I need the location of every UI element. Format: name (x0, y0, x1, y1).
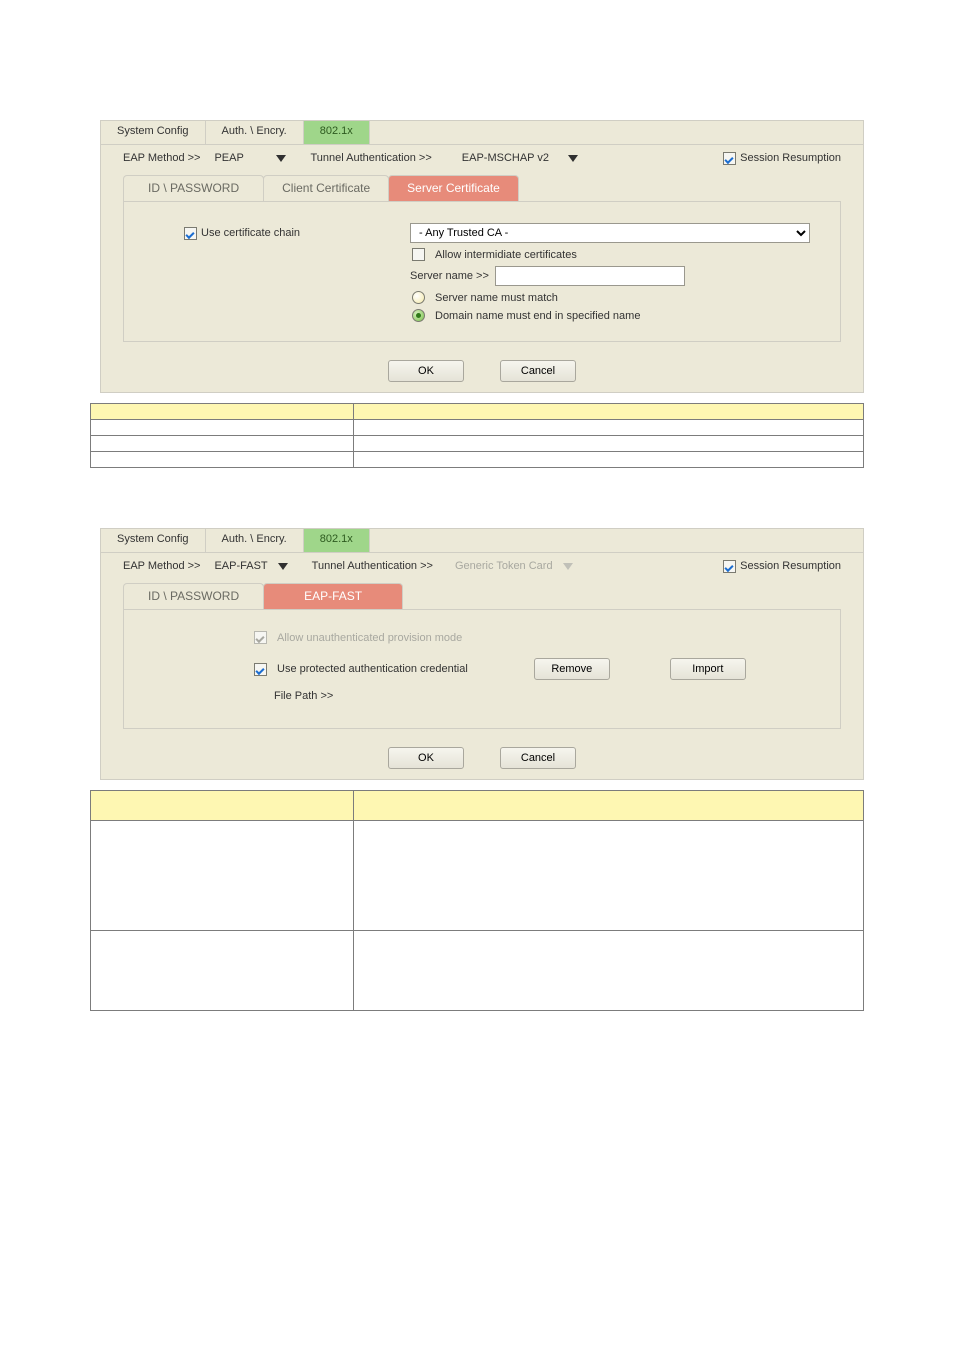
eap-method-label: EAP Method >> (123, 152, 200, 164)
radio-domain-end[interactable] (412, 309, 425, 322)
eap-method-value: PEAP (214, 152, 266, 164)
session-resumption-label: Session Resumption (740, 152, 841, 164)
cancel-button[interactable]: Cancel (500, 747, 576, 769)
subtab-server-certificate[interactable]: Server Certificate (388, 175, 519, 201)
allow-unauth-checkbox (254, 631, 267, 644)
radio-server-name-match[interactable] (412, 291, 425, 304)
table-cell (91, 821, 354, 931)
cancel-button[interactable]: Cancel (500, 360, 576, 382)
dialog-buttons: OK Cancel (101, 354, 863, 392)
tunnel-auth-value: Generic Token Card (455, 560, 553, 572)
main-tabs: System Config Auth. \ Encry. 802.1x (101, 529, 863, 553)
remove-button[interactable]: Remove (534, 658, 610, 680)
table-row (91, 452, 864, 468)
subtab-eap-fast[interactable]: EAP-FAST (263, 583, 403, 609)
tab-auth-encry[interactable]: Auth. \ Encry. (206, 529, 304, 552)
eap-method-value: EAP-FAST (214, 560, 267, 572)
config-panel-2: System Config Auth. \ Encry. 802.1x EAP … (100, 528, 864, 780)
tunnel-auth-value: EAP-MSCHAP v2 (462, 152, 558, 164)
table-cell (91, 791, 354, 821)
config-panel-1: System Config Auth. \ Encry. 802.1x EAP … (100, 120, 864, 393)
use-cert-chain-checkbox[interactable] (184, 227, 197, 240)
allow-intermediate-label: Allow intermidiate certificates (435, 249, 577, 261)
description-table-1 (90, 403, 864, 468)
table-row (91, 420, 864, 436)
radio-server-name-match-label: Server name must match (435, 292, 558, 304)
table-cell (353, 420, 863, 436)
sub-tabs: ID \ PASSWORD EAP-FAST (123, 583, 841, 609)
allow-intermediate-checkbox[interactable] (412, 248, 425, 261)
import-button[interactable]: Import (670, 658, 746, 680)
table-cell (91, 404, 354, 420)
server-name-label: Server name >> (410, 270, 489, 282)
subtab-client-certificate[interactable]: Client Certificate (263, 175, 389, 201)
chevron-down-icon (276, 155, 286, 162)
table-row (91, 791, 864, 821)
eap-row: EAP Method >> EAP-FAST Tunnel Authentica… (101, 553, 863, 579)
tunnel-auth-label: Tunnel Authentication >> (310, 152, 431, 164)
tab-8021x[interactable]: 802.1x (304, 529, 370, 552)
allow-unauth-label: Allow unauthenticated provision mode (277, 632, 462, 644)
main-tabs: System Config Auth. \ Encry. 802.1x (101, 121, 863, 145)
ok-button[interactable]: OK (388, 747, 464, 769)
session-resumption-checkbox[interactable] (723, 560, 736, 573)
table-row (91, 821, 864, 931)
ok-button[interactable]: OK (388, 360, 464, 382)
eap-fast-content: Allow unauthenticated provision mode Use… (123, 609, 841, 729)
chevron-down-icon (278, 563, 288, 570)
table-cell (353, 791, 863, 821)
use-protected-checkbox[interactable] (254, 663, 267, 676)
table-row (91, 404, 864, 420)
table-cell (91, 436, 354, 452)
table-cell (91, 420, 354, 436)
table-cell (353, 821, 863, 931)
server-cert-content: Use certificate chain - Any Trusted CA -… (123, 201, 841, 342)
sub-tabs: ID \ PASSWORD Client Certificate Server … (123, 175, 841, 201)
table-row (91, 931, 864, 1011)
tab-system-config[interactable]: System Config (101, 121, 206, 144)
subtab-id-password[interactable]: ID \ PASSWORD (123, 175, 264, 201)
file-path-label: File Path >> (274, 690, 333, 702)
table-cell (353, 436, 863, 452)
tab-system-config[interactable]: System Config (101, 529, 206, 552)
tab-auth-encry[interactable]: Auth. \ Encry. (206, 121, 304, 144)
eap-row: EAP Method >> PEAP Tunnel Authentication… (101, 145, 863, 171)
radio-domain-end-label: Domain name must end in specified name (435, 310, 640, 322)
eap-method-select[interactable]: EAP-FAST (208, 559, 293, 573)
table-cell (353, 931, 863, 1011)
description-table-2 (90, 790, 864, 1011)
tunnel-auth-select: Generic Token Card (441, 559, 579, 573)
table-row (91, 436, 864, 452)
tunnel-auth-label: Tunnel Authentication >> (312, 560, 433, 572)
dialog-buttons: OK Cancel (101, 741, 863, 779)
subtab-id-password[interactable]: ID \ PASSWORD (123, 583, 264, 609)
table-cell (353, 404, 863, 420)
table-cell (91, 452, 354, 468)
chevron-down-icon (563, 563, 573, 570)
use-cert-chain-label: Use certificate chain (201, 227, 300, 239)
table-cell (353, 452, 863, 468)
server-name-input[interactable] (495, 266, 685, 286)
trusted-ca-select[interactable]: - Any Trusted CA - (410, 223, 810, 243)
use-protected-label: Use protected authentication credential (277, 663, 468, 675)
session-resumption-label: Session Resumption (740, 560, 841, 572)
table-cell (91, 931, 354, 1011)
eap-method-label: EAP Method >> (123, 560, 200, 572)
session-resumption-checkbox[interactable] (723, 152, 736, 165)
eap-method-select[interactable]: PEAP (208, 151, 292, 165)
tunnel-auth-select[interactable]: EAP-MSCHAP v2 (440, 151, 584, 165)
tab-8021x[interactable]: 802.1x (304, 121, 370, 144)
chevron-down-icon (568, 155, 578, 162)
